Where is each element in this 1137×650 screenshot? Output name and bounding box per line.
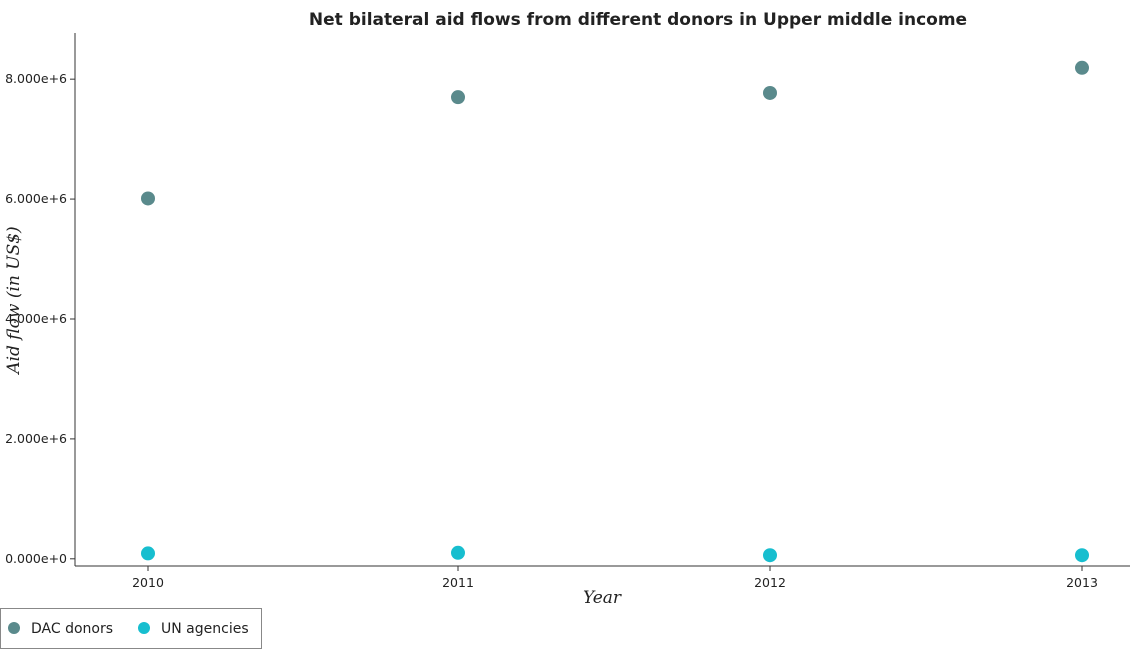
y-tick-label: 6.000e+6 [5,191,67,206]
x-tick-label: 2012 [754,575,786,590]
data-point-dac-donors [763,85,777,100]
data-point-un-agencies [763,548,777,563]
plot-area: 0.000e+0 2.000e+6 4.000e+6 6.000e+6 8.000e+6… [5,33,1130,590]
x-tick-label: 2011 [442,575,474,590]
data-point-un-agencies [141,546,155,561]
data-point-dac-donors [1075,60,1089,75]
data-point-dac-donors [451,90,465,105]
legend-label-un-agencies: UN agencies [161,621,249,637]
x-ticks: 2010 2011 2012 2013 [132,566,1098,590]
x-tick-label: 2010 [132,575,164,590]
y-axis-label: Aid flow (in US$) [4,226,24,375]
legend: DAC donors UN agencies [0,608,262,649]
x-axis-label: Year [583,588,622,608]
data-point-un-agencies [451,545,465,560]
data-point-un-agencies [1075,548,1089,563]
data-point-dac-donors [141,191,155,206]
y-ticks: 0.000e+0 2.000e+6 4.000e+6 6.000e+6 8.000e+6 [5,71,75,566]
chart-title: Net bilateral aid flows from different d… [309,10,967,30]
legend-marker-dac-donors [8,622,20,634]
y-tick-label: 0.000e+0 [5,551,67,566]
y-tick-label: 4.000e+6 [5,311,67,326]
x-tick-label: 2013 [1066,575,1098,590]
data-points [141,60,1089,563]
y-tick-label: 8.000e+6 [5,71,67,86]
legend-marker-un-agencies [138,622,150,634]
legend-box [0,608,262,649]
y-tick-label: 2.000e+6 [5,431,67,446]
legend-label-dac-donors: DAC donors [31,621,113,637]
